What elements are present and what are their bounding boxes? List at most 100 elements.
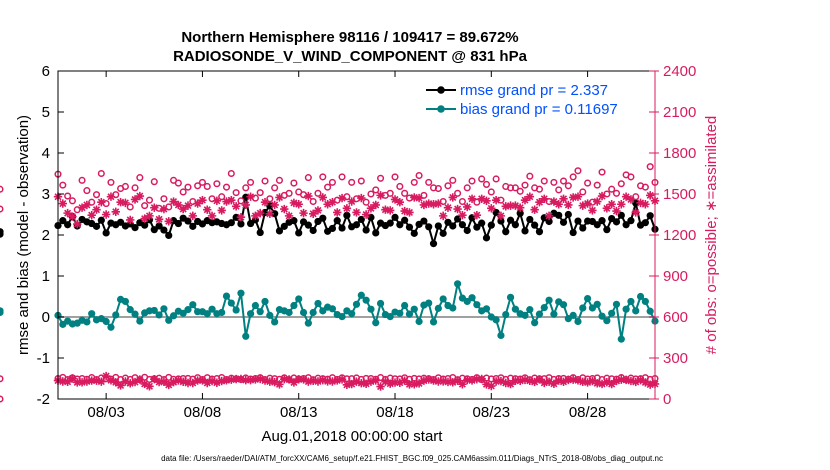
obs-possible-marker xyxy=(131,184,139,192)
obs-assimilated-marker xyxy=(482,196,491,206)
obs-assimilated-marker xyxy=(193,376,202,385)
data-point xyxy=(372,319,380,327)
x-tick-label: 08/08 xyxy=(184,404,222,421)
obs-assimilated-marker xyxy=(121,377,130,386)
data-point xyxy=(107,323,115,331)
obs-assimilated-marker xyxy=(390,378,400,387)
obs-possible-marker xyxy=(410,178,418,186)
obs-assimilated-marker xyxy=(593,197,602,206)
data-point xyxy=(608,309,616,317)
data-point xyxy=(598,217,606,225)
data-point xyxy=(328,224,337,233)
obs-assimilated-marker xyxy=(588,206,597,215)
y-axis-label: rmse and bias (model - observation) xyxy=(15,115,32,355)
data-point xyxy=(160,226,168,234)
obs-assimilated-marker xyxy=(241,200,250,210)
obs-possible-marker xyxy=(304,174,312,182)
obs-assimilated-marker xyxy=(284,211,294,221)
obs-possible-marker xyxy=(372,186,380,194)
plot-area xyxy=(0,163,660,403)
obs-assimilated-marker xyxy=(386,379,395,388)
data-point xyxy=(237,289,245,297)
obs-assimilated-marker xyxy=(477,194,486,203)
data-point xyxy=(617,335,625,343)
obs-assimilated-marker xyxy=(544,377,554,386)
obs-assimilated-marker xyxy=(434,199,443,208)
data-point xyxy=(502,228,510,236)
obs-possible-marker xyxy=(478,175,486,183)
data-point xyxy=(352,221,361,229)
obs-assimilated-marker xyxy=(169,197,178,206)
obs-assimilated-marker xyxy=(231,202,241,211)
obs-assimilated-marker xyxy=(381,205,390,214)
obs-assimilated-marker xyxy=(280,204,289,214)
obs-assimilated-marker xyxy=(583,199,592,208)
obs-assimilated-marker xyxy=(376,191,385,200)
data-point xyxy=(612,300,621,308)
data-point xyxy=(429,240,438,248)
x-tick-label: 08/13 xyxy=(280,404,318,421)
data-point xyxy=(386,312,394,321)
obs-assimilated-marker xyxy=(304,191,313,201)
obs-possible-marker xyxy=(68,197,76,205)
obs-assimilated-marker xyxy=(597,191,607,201)
obs-assimilated-marker xyxy=(487,204,496,213)
data-point xyxy=(352,300,361,308)
obs-possible-marker xyxy=(218,193,226,201)
data-point xyxy=(482,305,491,313)
obs-assimilated-marker xyxy=(405,208,414,217)
obs-assimilated-marker xyxy=(308,209,318,219)
series-2 xyxy=(0,163,659,214)
data-point xyxy=(386,219,394,227)
obs-assimilated-marker xyxy=(602,377,612,387)
obs-assimilated-marker xyxy=(270,377,279,387)
obs-assimilated-marker xyxy=(333,208,342,217)
data-point xyxy=(328,305,337,313)
obs-assimilated-marker xyxy=(472,210,482,220)
obs-assimilated-marker xyxy=(544,211,554,221)
data-point xyxy=(314,299,322,308)
obs-assimilated-marker xyxy=(188,211,198,221)
data-point xyxy=(362,296,370,304)
data-point xyxy=(511,305,519,313)
data-point xyxy=(449,304,457,312)
obs-assimilated-marker xyxy=(641,378,650,387)
obs-assimilated-marker xyxy=(597,379,607,389)
legend-bias-label: bias grand pr = 0.11697 xyxy=(460,101,618,118)
obs-assimilated-marker xyxy=(82,200,92,210)
data-point xyxy=(237,220,245,228)
data-point xyxy=(0,230,4,238)
obs-possible-marker xyxy=(271,184,279,192)
data-point xyxy=(603,226,611,234)
obs-possible-marker xyxy=(396,182,404,191)
obs-assimilated-marker xyxy=(294,200,303,209)
obs-assimilated-marker xyxy=(352,208,361,217)
obs-possible-marker xyxy=(222,183,231,191)
obs-assimilated-marker xyxy=(400,376,409,385)
obs-assimilated-marker xyxy=(135,191,145,201)
data-point xyxy=(208,305,216,313)
obs-assimilated-marker xyxy=(419,200,429,210)
obs-assimilated-marker xyxy=(381,377,390,386)
obs-possible-marker xyxy=(184,183,192,191)
obs-possible-marker xyxy=(0,185,4,193)
obs-assimilated-marker xyxy=(111,378,120,387)
obs-assimilated-marker xyxy=(491,195,501,205)
obs-assimilated-marker xyxy=(645,380,655,389)
data-point xyxy=(593,300,601,308)
y2-tick-label: 1500 xyxy=(663,186,696,203)
data-point xyxy=(550,310,558,318)
obs-assimilated-marker xyxy=(414,193,424,203)
obs-assimilated-marker xyxy=(270,200,279,210)
obs-assimilated-marker xyxy=(554,376,563,385)
data-point xyxy=(59,217,67,225)
obs-assimilated-marker xyxy=(294,375,303,384)
obs-assimilated-marker xyxy=(424,375,433,384)
data-point xyxy=(165,316,173,324)
obs-possible-marker xyxy=(227,169,235,178)
obs-possible-marker xyxy=(463,184,471,192)
data-point xyxy=(468,294,476,302)
obs-assimilated-marker xyxy=(371,376,380,385)
data-point xyxy=(555,211,563,219)
obs-possible-marker xyxy=(126,203,134,211)
